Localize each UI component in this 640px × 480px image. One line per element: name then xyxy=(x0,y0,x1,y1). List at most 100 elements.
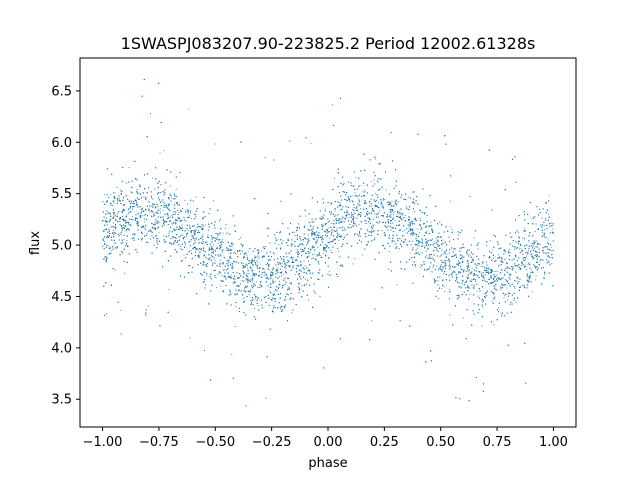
data-point xyxy=(128,167,130,169)
data-point xyxy=(468,271,470,273)
data-point xyxy=(379,209,381,211)
data-point xyxy=(279,284,281,286)
data-point xyxy=(477,248,479,250)
data-point xyxy=(494,256,496,258)
data-point xyxy=(449,263,451,265)
data-point xyxy=(282,274,284,276)
data-point xyxy=(331,223,333,224)
data-point xyxy=(107,253,109,255)
data-point xyxy=(188,108,190,110)
data-point xyxy=(206,275,208,276)
data-point xyxy=(533,240,535,242)
data-point xyxy=(380,203,382,205)
data-point xyxy=(175,198,177,200)
data-point xyxy=(114,232,115,233)
data-point xyxy=(323,252,325,254)
data-point xyxy=(242,263,244,265)
data-point xyxy=(254,255,256,257)
data-point xyxy=(220,285,222,287)
data-point xyxy=(141,215,143,217)
data-point xyxy=(351,195,353,197)
data-point xyxy=(428,245,430,247)
data-point xyxy=(516,280,518,282)
data-point xyxy=(415,235,417,237)
data-point xyxy=(317,236,319,238)
data-point xyxy=(171,215,173,217)
data-point xyxy=(509,304,511,305)
data-point xyxy=(552,225,554,227)
data-point xyxy=(162,209,164,211)
data-point xyxy=(108,236,110,238)
data-point xyxy=(465,270,467,272)
data-point xyxy=(527,263,529,265)
data-point xyxy=(521,265,522,266)
data-point xyxy=(338,234,340,236)
data-point xyxy=(325,247,327,249)
data-point xyxy=(239,237,241,239)
data-point xyxy=(413,191,415,193)
data-point xyxy=(360,235,361,237)
data-point xyxy=(535,279,537,281)
data-point xyxy=(293,231,295,233)
data-point xyxy=(545,202,547,204)
data-point xyxy=(299,264,301,266)
data-point xyxy=(422,252,424,254)
data-point xyxy=(271,293,273,295)
data-point xyxy=(319,272,320,274)
data-point xyxy=(371,226,373,227)
data-point xyxy=(533,243,535,245)
data-point xyxy=(392,222,394,224)
data-point xyxy=(344,227,346,229)
data-point xyxy=(504,278,506,280)
data-point xyxy=(247,251,249,253)
data-point xyxy=(168,289,170,290)
data-point xyxy=(448,289,450,290)
data-point xyxy=(521,237,523,239)
data-point xyxy=(522,263,524,265)
data-point xyxy=(227,264,229,266)
data-point xyxy=(240,253,241,255)
data-point xyxy=(515,271,517,273)
data-point xyxy=(523,259,525,261)
data-point xyxy=(219,263,221,265)
data-point xyxy=(494,271,496,272)
data-point xyxy=(187,272,189,274)
data-point xyxy=(151,209,153,211)
data-point xyxy=(189,265,191,267)
data-point xyxy=(243,266,245,268)
data-point xyxy=(502,261,504,263)
data-point xyxy=(275,270,277,272)
data-point xyxy=(143,215,145,217)
data-point xyxy=(390,229,392,231)
data-point xyxy=(336,229,338,231)
data-point xyxy=(392,212,394,214)
data-point xyxy=(421,242,422,244)
data-point xyxy=(376,180,378,182)
data-point xyxy=(435,237,437,239)
data-point xyxy=(462,294,463,295)
data-point xyxy=(414,218,416,220)
data-point xyxy=(442,239,444,241)
data-point xyxy=(113,222,114,224)
data-point xyxy=(498,254,500,256)
data-point xyxy=(268,269,270,271)
chart-title: 1SWASPJ083207.90-223825.2 Period 12002.6… xyxy=(121,34,536,53)
data-point xyxy=(443,285,445,287)
data-point xyxy=(234,293,236,295)
data-point xyxy=(394,211,396,213)
data-point xyxy=(297,250,299,252)
data-point xyxy=(190,218,192,220)
data-point xyxy=(254,307,255,309)
data-point xyxy=(466,287,468,288)
data-point xyxy=(277,239,279,241)
data-point xyxy=(206,257,208,259)
data-point xyxy=(140,194,142,196)
data-point xyxy=(129,224,131,226)
data-point xyxy=(250,267,252,269)
data-point xyxy=(444,291,446,292)
data-point xyxy=(420,264,422,266)
data-point xyxy=(515,302,517,304)
data-point xyxy=(535,275,537,277)
data-point xyxy=(473,237,475,239)
data-point xyxy=(336,230,338,232)
